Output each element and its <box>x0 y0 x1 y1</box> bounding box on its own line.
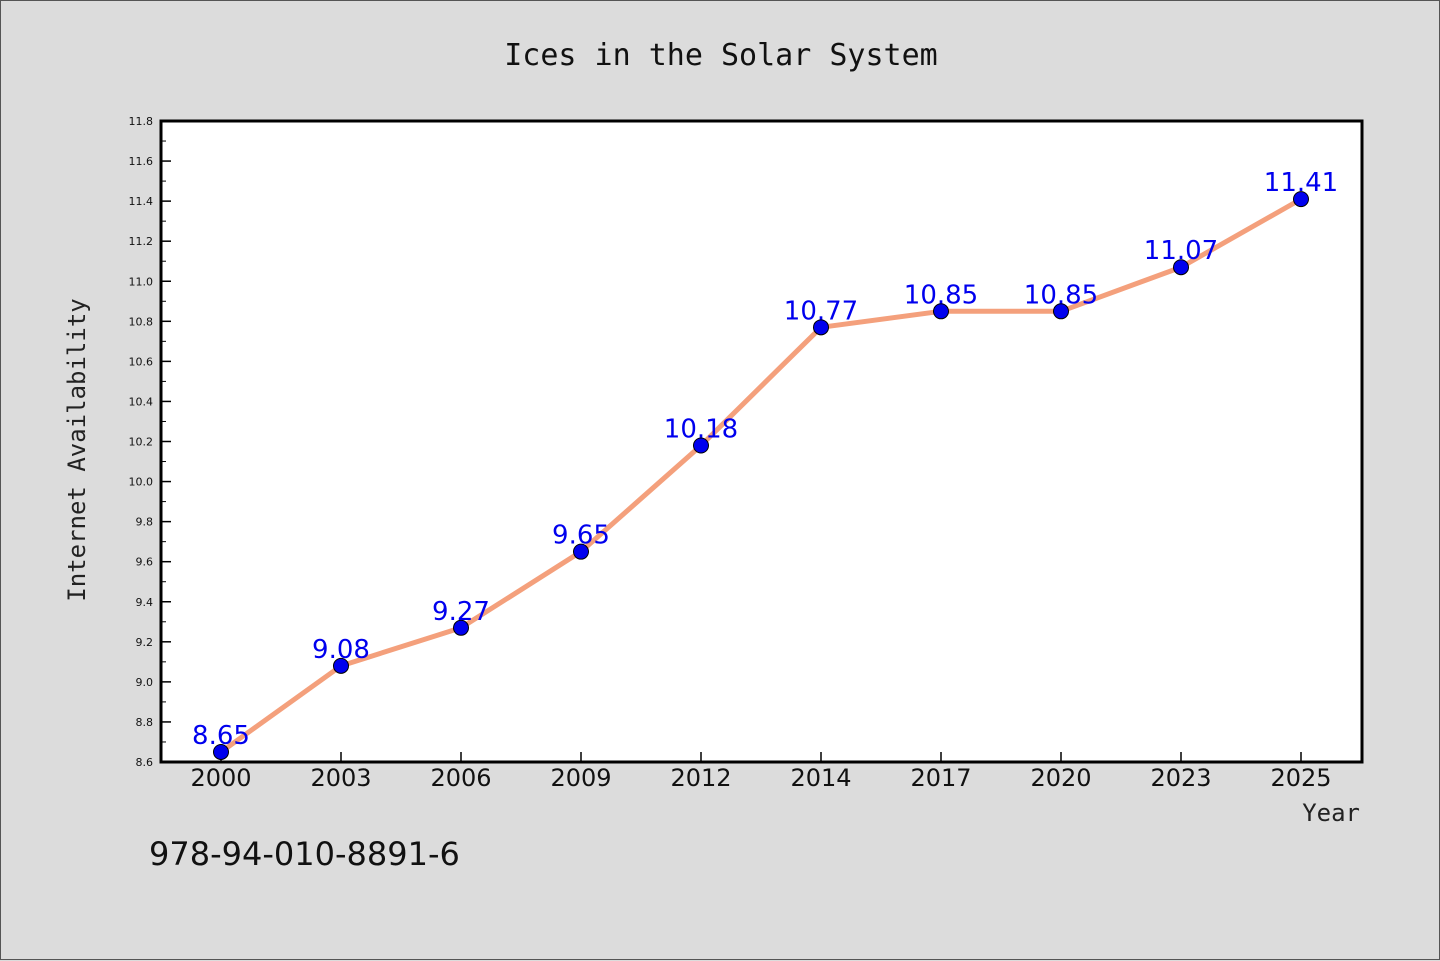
data-label: 9.65 <box>552 521 610 551</box>
data-label: 10.18 <box>664 415 738 445</box>
plot-area <box>159 119 1364 764</box>
x-tick-label: 2014 <box>790 764 851 792</box>
data-label: 9.08 <box>312 635 370 665</box>
x-tick-label: 2006 <box>430 764 491 792</box>
y-tick-label: 10.2 <box>129 436 154 449</box>
data-point <box>1053 303 1069 320</box>
data-point <box>813 319 829 336</box>
data-point <box>453 619 469 636</box>
x-tick-label: 2012 <box>670 764 731 792</box>
y-tick-label: 11.4 <box>129 195 154 208</box>
series-layer: 8.65 9.08 9.27 9.65 10.18 10.77 10.85 10.85 11.0… <box>192 168 1338 760</box>
x-tick-label: 2009 <box>550 764 611 792</box>
y-tick-label: 11.0 <box>129 275 154 288</box>
y-tick-label: 10.6 <box>129 355 154 368</box>
y-tick-label: 9.8 <box>136 516 154 529</box>
y-tick-label: 11.6 <box>129 155 154 168</box>
data-label: 10.85 <box>904 280 978 310</box>
chart-title: Ices in the Solar System <box>504 38 937 73</box>
x-tick-label: 2000 <box>190 764 251 792</box>
data-point <box>693 437 709 454</box>
series-line <box>218 196 1304 755</box>
data-point <box>1293 191 1309 208</box>
y-tick-label: 11.2 <box>129 235 154 248</box>
x-axis-label: Year <box>1302 799 1360 827</box>
y-axis-label: Internet Availability <box>63 298 91 601</box>
x-tick-label: 2020 <box>1030 764 1091 792</box>
data-point <box>933 303 949 320</box>
y-tick-label: 9.6 <box>136 556 154 569</box>
y-tick-label: 9.0 <box>136 676 154 689</box>
data-point <box>573 543 589 560</box>
x-tick-label: 2017 <box>910 764 971 792</box>
y-tick-label: 10.8 <box>129 315 154 328</box>
data-label: 9.27 <box>432 597 490 627</box>
y-tick-label: 10.0 <box>129 476 154 489</box>
y-axis: 8.6 8.8 9.0 9.2 9.4 9.6 9.8 10.0 10.2 10.4 10.6 10.… <box>129 115 171 769</box>
y-tick-label: 9.2 <box>136 636 154 649</box>
y-tick-label: 8.6 <box>136 756 154 769</box>
data-label: 11.41 <box>1264 168 1338 198</box>
data-label: 11.07 <box>1144 236 1218 266</box>
data-label: 8.65 <box>192 721 250 751</box>
data-point <box>333 657 349 674</box>
y-tick-label: 9.4 <box>136 596 154 609</box>
x-tick-label: 2003 <box>310 764 371 792</box>
footer-code: 978-94-010-8891-6 <box>149 835 460 873</box>
y-tick-label: 8.8 <box>136 716 154 729</box>
x-tick-label: 2025 <box>1270 764 1331 792</box>
y-tick-label: 10.4 <box>129 395 154 408</box>
data-label: 10.77 <box>784 296 858 326</box>
x-tick-label: 2023 <box>1150 764 1211 792</box>
data-label: 10.85 <box>1024 280 1098 310</box>
y-tick-label: 11.8 <box>129 115 154 128</box>
data-point <box>1173 259 1189 276</box>
x-axis: 2000 2003 2006 2009 2012 2014 2017 2020 2023 2025 <box>190 752 1332 792</box>
data-point <box>213 743 229 760</box>
